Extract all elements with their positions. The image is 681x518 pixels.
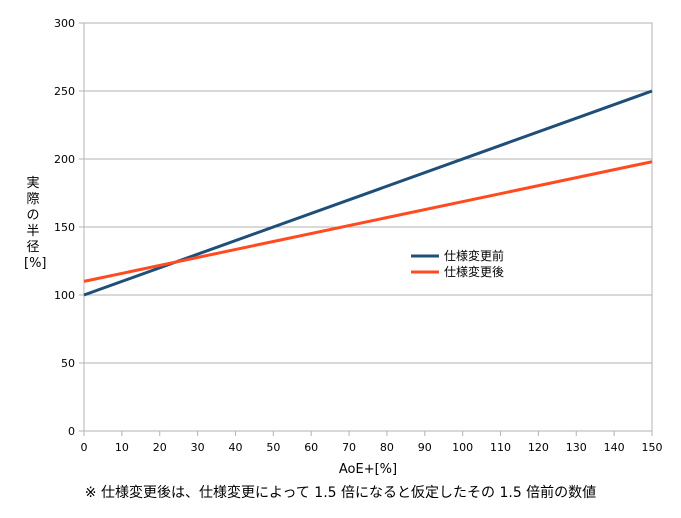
x-tick-label: 130 (566, 441, 587, 454)
x-tick-label: 100 (452, 441, 473, 454)
x-tick-label: 20 (153, 441, 167, 454)
x-tick-label: 80 (380, 441, 394, 454)
y-tick-label: 100 (54, 289, 75, 302)
y-tick-label: 50 (61, 357, 75, 370)
y-axis-label: 実 際 の 半 径 [%] (24, 176, 47, 272)
x-tick-label: 70 (342, 441, 356, 454)
x-axis-label: AoE+[%] (339, 462, 397, 477)
x-tick-label: 10 (115, 441, 129, 454)
legend-label: 仕様変更後 (444, 264, 504, 279)
y-axis-label-char: 際 (26, 192, 40, 207)
y-tick-label: 150 (54, 221, 75, 234)
grid-lines (84, 22, 652, 432)
x-tick-label: 120 (528, 441, 549, 454)
x-tick-label: 60 (304, 441, 318, 454)
series-line (83, 160, 653, 283)
x-tick-label: 50 (266, 441, 280, 454)
y-tick-label: 250 (54, 85, 75, 98)
series-lines (83, 89, 653, 297)
line-chart: 0 10 20 30 40 50 60 70 80 90 100 110 120 130 140 150 0 5… (54, 17, 663, 477)
x-tick-label: 30 (191, 441, 205, 454)
x-tick-label: 0 (81, 441, 88, 454)
x-tick-label: 90 (418, 441, 432, 454)
y-axis-ticks: 0 50 100 150 200 250 300 (54, 17, 84, 438)
y-tick-label: 200 (54, 153, 75, 166)
x-axis-ticks: 0 10 20 30 40 50 60 70 80 90 100 110 120 130 140 150 (81, 431, 663, 454)
y-axis-label-char: 径 (26, 240, 40, 255)
y-axis-label-char: 実 (26, 176, 40, 191)
x-tick-label: 40 (228, 441, 242, 454)
y-tick-label: 0 (68, 425, 75, 438)
legend-label: 仕様変更前 (444, 248, 504, 263)
x-tick-label: 110 (490, 441, 511, 454)
x-tick-label: 140 (604, 441, 625, 454)
x-tick-label: 150 (642, 441, 663, 454)
y-tick-label: 300 (54, 17, 75, 30)
footnote: ※ 仕様変更後は、仕様変更によって 1.5 倍になると仮定したその 1.5 倍前… (84, 485, 597, 501)
y-axis-label-char: 半 (26, 224, 40, 239)
y-axis-label-char: の (26, 208, 40, 223)
y-axis-label-unit: [%] (24, 256, 47, 271)
plot-frame (83, 22, 653, 432)
